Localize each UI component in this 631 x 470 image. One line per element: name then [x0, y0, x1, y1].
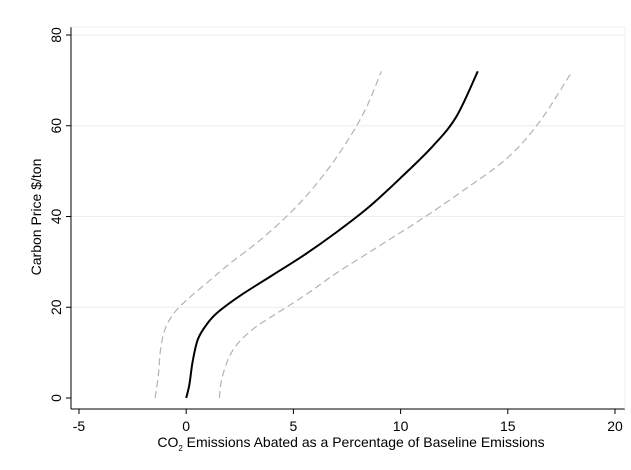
axes	[70, 26, 626, 410]
x-tick-label-0: -5	[73, 418, 86, 434]
upper-bound-dashed-line	[154, 71, 382, 399]
grid	[71, 34, 625, 308]
series-group	[154, 70, 573, 399]
x-tick-label-4: 15	[500, 418, 516, 434]
x-axis-title: CO2 Emissions Abated as a Percentage of …	[157, 434, 544, 453]
x-tick-label-1: 0	[182, 418, 190, 434]
y-axis-title: Carbon Price $/ton	[28, 159, 44, 276]
x-tick-label-3: 10	[393, 418, 409, 434]
x-axis-title-suffix: Emissions Abated as a Percentage of Base…	[183, 434, 545, 450]
x-axis-title-prefix: CO	[157, 434, 178, 450]
x-tick-label-2: 5	[290, 418, 298, 434]
y-tick-label-2: 40	[48, 209, 64, 225]
y-tick-label-0: 0	[48, 394, 64, 402]
y-tick-label-4: 80	[48, 27, 64, 43]
estimate-line	[185, 70, 479, 399]
y-tick-label-3: 60	[48, 118, 64, 134]
lower-bound-dashed-line	[218, 70, 573, 399]
x-tick-label-5: 20	[607, 418, 623, 434]
ticks: 0 20 40 60 80 -5 0 5 10 15 20	[48, 27, 623, 434]
x-axis-title-subscript: 2	[178, 444, 183, 453]
y-tick-label-1: 20	[48, 299, 64, 315]
